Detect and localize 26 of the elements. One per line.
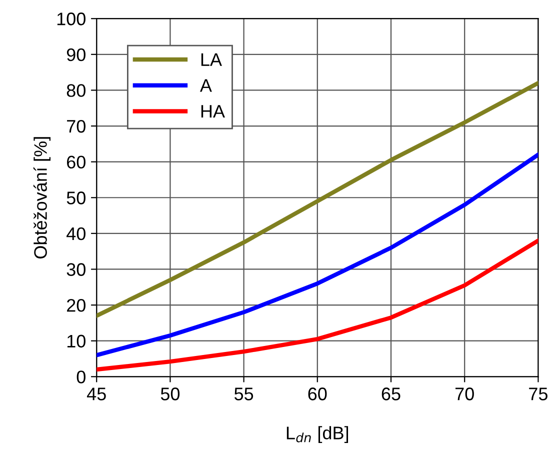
y-tick-label: 80: [66, 84, 86, 97]
x-tick-label: 65: [382, 388, 400, 400]
y-tick-label: 30: [66, 263, 86, 276]
y-tick-label: 100: [57, 12, 86, 26]
x-tick-label: 75: [529, 388, 548, 400]
x-axis-title: L$_{dn}$ [dB]: [286, 426, 348, 443]
x-tick-label: 55: [234, 388, 254, 400]
y-tick-label: 90: [66, 48, 86, 62]
legend-label: HA: [201, 105, 225, 118]
y-tick-label: 10: [67, 334, 86, 348]
y-tick-label: 40: [66, 227, 86, 240]
line-series: [96, 80, 538, 318]
x-tick-label: 70: [455, 388, 474, 400]
legend-label: LA: [201, 53, 222, 66]
x-tick-label: 50: [160, 388, 180, 400]
x-tick-label: 60: [308, 388, 327, 400]
line-series: [96, 238, 538, 372]
y-tick-label: 60: [67, 156, 86, 169]
line-series: [96, 152, 538, 358]
x-tick-label: 45: [86, 388, 106, 400]
y-tick-label: 0: [76, 370, 86, 384]
y-tick-label: 20: [67, 298, 86, 312]
y-tick-label: 50: [66, 192, 86, 204]
y-tick-label: 70: [67, 120, 86, 133]
y-axis-title: Obtěžování [%]: [33, 137, 51, 258]
legend-label: A: [200, 79, 212, 92]
